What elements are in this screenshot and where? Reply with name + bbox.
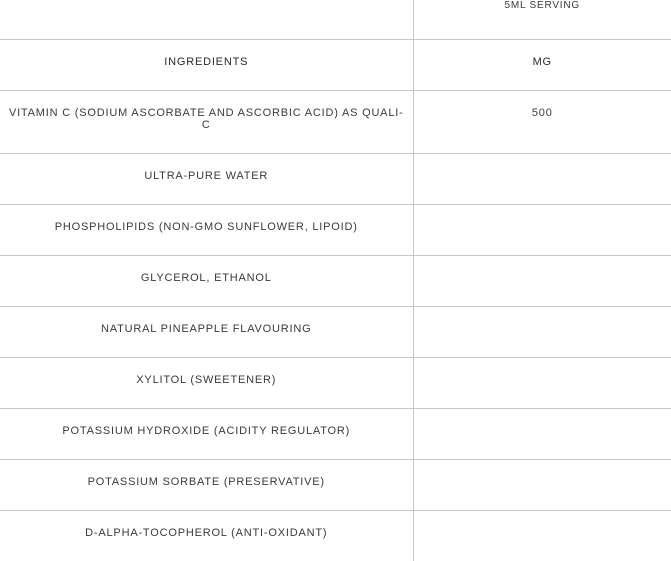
ingredient-cell: D-ALPHA-TOCOPHEROL (ANTI-OXIDANT) [0,511,413,561]
column-header-mg: MG [413,40,671,91]
table-row: POTASSIUM SORBATE (PRESERVATIVE) [0,460,671,511]
ingredient-cell: NATURAL PINEAPPLE FLAVOURING [0,307,413,358]
ingredient-cell: POTASSIUM SORBATE (PRESERVATIVE) [0,460,413,511]
value-cell [413,154,671,205]
value-cell [413,358,671,409]
ingredient-cell: POTASSIUM HYDROXIDE (ACIDITY REGULATOR) [0,409,413,460]
ingredient-cell: XYLITOL (SWEETENER) [0,358,413,409]
table-row: ULTRA-PURE WATER [0,154,671,205]
table-row: POTASSIUM HYDROXIDE (ACIDITY REGULATOR) [0,409,671,460]
value-cell [413,511,671,561]
value-cell [413,307,671,358]
value-cell: 500 [413,91,671,154]
table-row: GLYCEROL, ETHANOL [0,256,671,307]
ingredients-table: 5ML SERVING INGREDIENTS MG VITAMIN C (SO… [0,0,671,561]
table-row: NATURAL PINEAPPLE FLAVOURING [0,307,671,358]
value-cell [413,460,671,511]
ingredient-cell: PHOSPHOLIPIDS (NON-GMO SUNFLOWER, LIPOID… [0,205,413,256]
table-row: XYLITOL (SWEETENER) [0,358,671,409]
table-row: D-ALPHA-TOCOPHEROL (ANTI-OXIDANT) [0,511,671,561]
column-header-row: INGREDIENTS MG [0,40,671,91]
serving-cell-value: 5ML SERVING [413,0,671,40]
ingredient-cell: ULTRA-PURE WATER [0,154,413,205]
ingredient-cell: VITAMIN C (SODIUM ASCORBATE AND ASCORBIC… [0,91,413,154]
serving-cell-empty [0,0,413,40]
serving-header-row: 5ML SERVING [0,0,671,40]
value-cell [413,409,671,460]
value-cell [413,205,671,256]
ingredient-cell: GLYCEROL, ETHANOL [0,256,413,307]
table-row: VITAMIN C (SODIUM ASCORBATE AND ASCORBIC… [0,91,671,154]
column-header-ingredients: INGREDIENTS [0,40,413,91]
table-row: PHOSPHOLIPIDS (NON-GMO SUNFLOWER, LIPOID… [0,205,671,256]
value-cell [413,256,671,307]
